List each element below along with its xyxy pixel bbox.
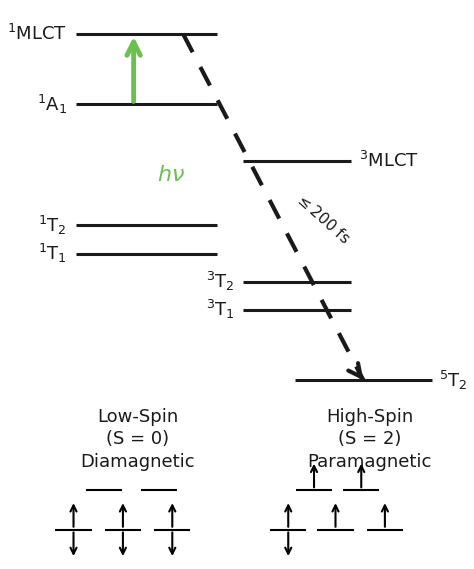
Text: Low-Spin: Low-Spin — [97, 408, 179, 426]
Text: Diamagnetic: Diamagnetic — [81, 453, 195, 471]
Text: (S = 0): (S = 0) — [106, 430, 170, 448]
Text: Paramagnetic: Paramagnetic — [308, 453, 432, 471]
Text: (S = 2): (S = 2) — [338, 430, 401, 448]
Text: $h\nu$: $h\nu$ — [157, 164, 185, 184]
Text: $^1$MLCT: $^1$MLCT — [7, 24, 67, 44]
Text: $^1$A$_1$: $^1$A$_1$ — [37, 93, 67, 116]
Text: High-Spin: High-Spin — [326, 408, 413, 426]
Text: $\leq$200 fs: $\leq$200 fs — [292, 189, 353, 246]
Text: $^5$T$_2$: $^5$T$_2$ — [438, 369, 467, 392]
Text: $^3$T$_2$: $^3$T$_2$ — [206, 270, 235, 293]
Text: $^3$T$_1$: $^3$T$_1$ — [206, 298, 235, 321]
Text: $^3$MLCT: $^3$MLCT — [359, 150, 419, 171]
Text: $^1$T$_1$: $^1$T$_1$ — [38, 242, 67, 265]
Text: $^1$T$_2$: $^1$T$_2$ — [38, 214, 67, 237]
